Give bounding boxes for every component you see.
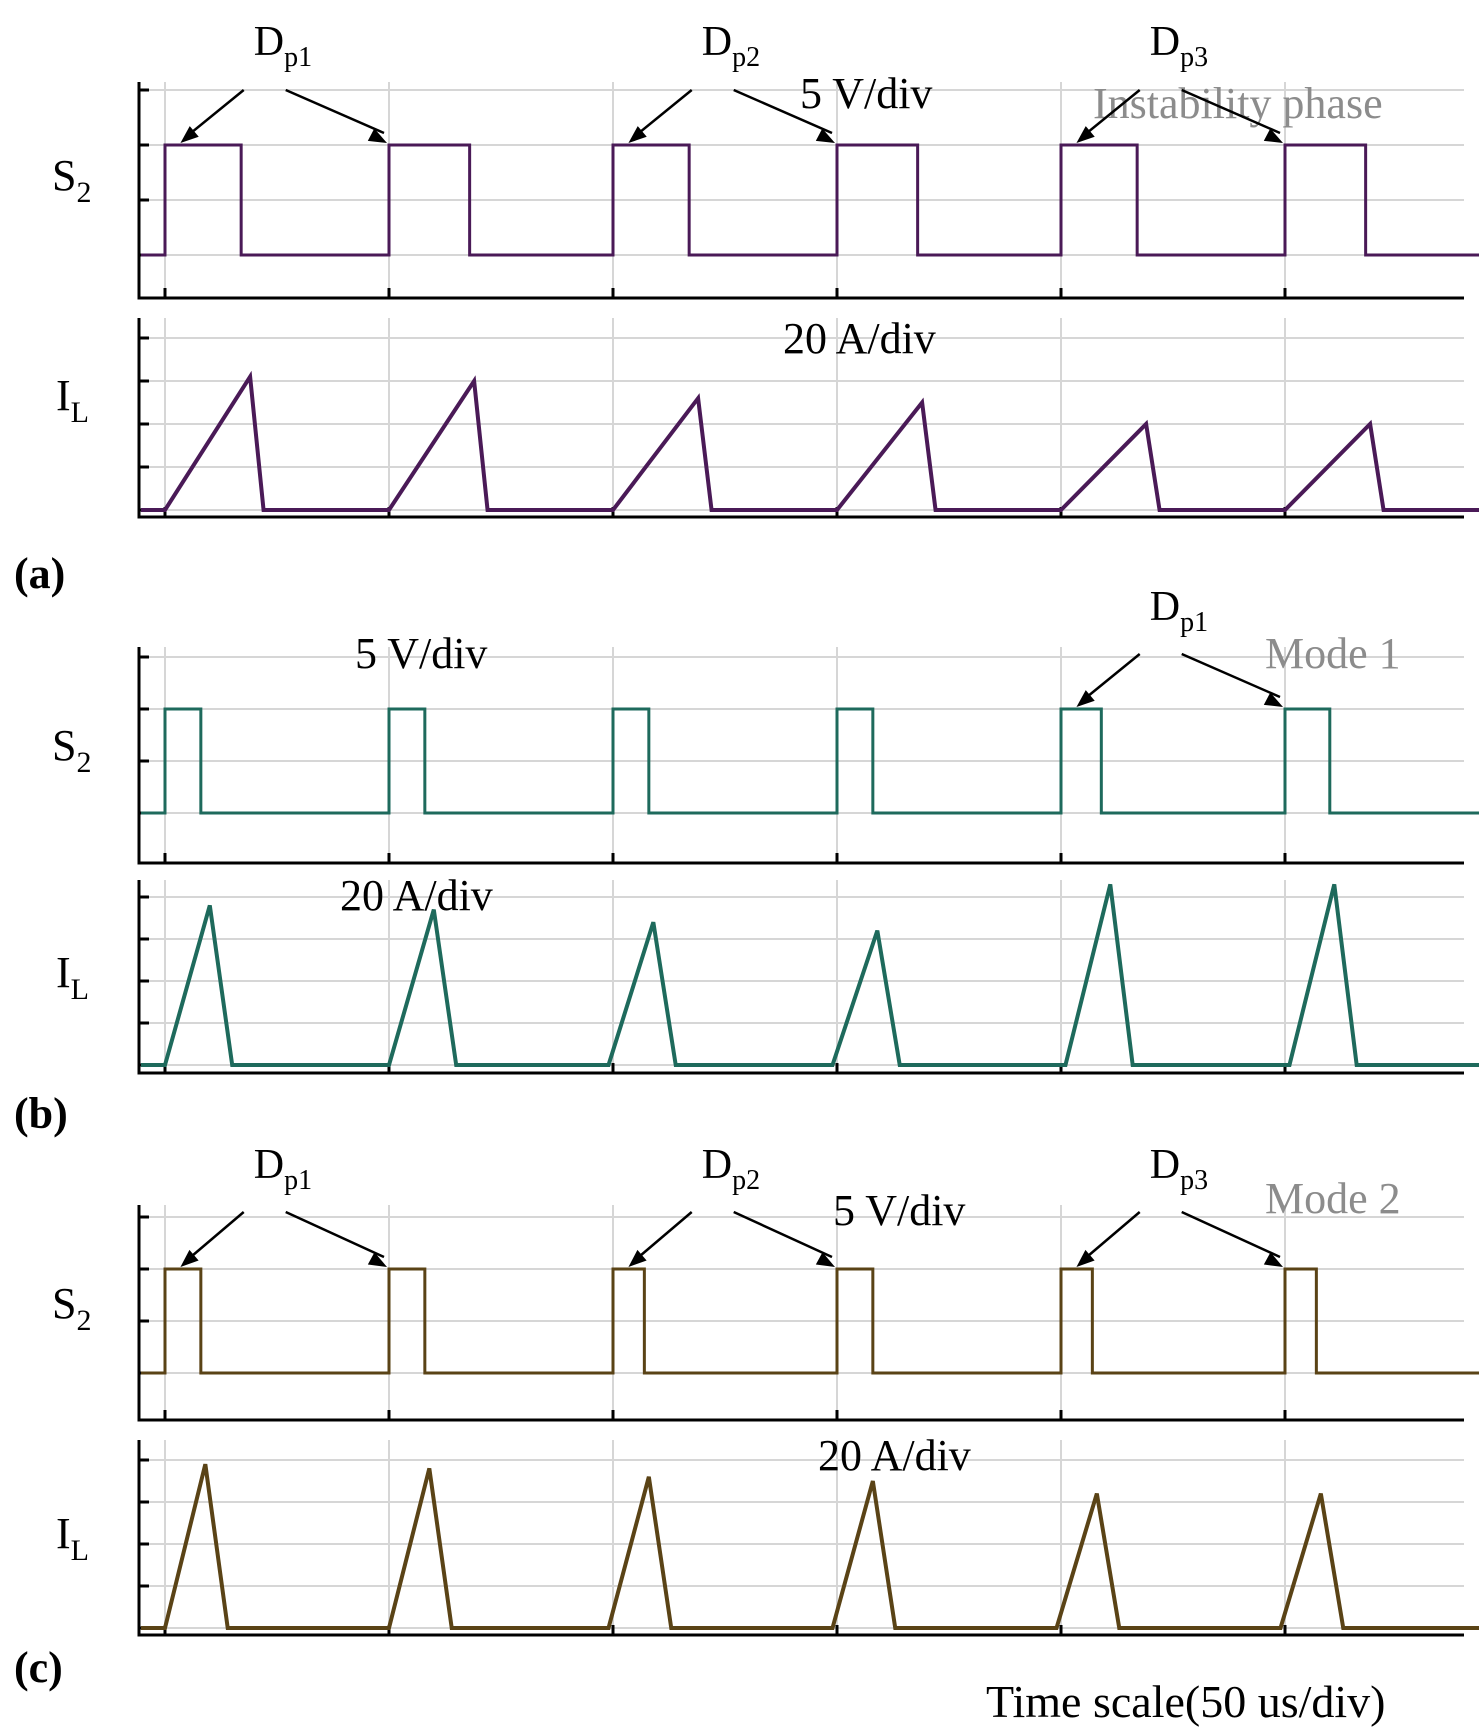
panel-c-letter: (c)	[14, 1643, 63, 1692]
panel-c-il-axis	[137, 1440, 1464, 1637]
panel-c-dp3-label: Dp3	[1150, 1142, 1208, 1196]
panel-b-s2-scale: 5 V/div	[355, 629, 487, 678]
panel-a-dp3-arrowhead-left	[1076, 126, 1095, 143]
panel-c-s2-plot: S2 5 V/div Mode 2	[52, 1174, 1479, 1422]
panel-a-annotations: Dp1 Dp2 Dp3	[180, 19, 1283, 143]
panel-b-s2-label: S2	[52, 721, 91, 779]
panel-b-il-plot: IL 20 A/div	[56, 871, 1479, 1075]
panel-c-il-trace	[141, 1463, 1479, 1630]
panel-a-il-plot: IL 20 A/div	[56, 314, 1479, 519]
panel-b-dp1-label: Dp1	[1150, 584, 1208, 638]
panel-a-s2-label: S2	[52, 151, 91, 209]
panel-c-dp2-arrowhead-left	[628, 1249, 647, 1267]
panel-b-il-label: IL	[56, 948, 89, 1006]
panel-a-s2-axis	[137, 82, 1464, 300]
panel-c-il-grid	[141, 1440, 1464, 1635]
panel-c-dp3-arrowhead-right	[1263, 1252, 1283, 1267]
panel-a-dp3-arrow-left	[1083, 89, 1141, 136]
panel-c-mode-label: Mode 2	[1265, 1174, 1401, 1223]
panel-a-il-axis	[137, 318, 1464, 519]
panel-c-il-label: IL	[56, 1509, 89, 1567]
panel-c-dp2-label: Dp2	[702, 1142, 760, 1196]
panel-c-s2-trace	[141, 1267, 1479, 1375]
panel-a-dp1-arrow-right	[285, 88, 385, 135]
panel-b-dp1-arrowhead-left	[1076, 690, 1095, 707]
panel-a-dp1-arrow-left	[187, 89, 245, 136]
panel-a-dp3-arrow-right	[1181, 88, 1281, 135]
panel-a-dp2-arrow-right	[733, 88, 833, 135]
panel-c-dp1-arrow-left	[187, 1211, 245, 1260]
panel-b-s2-trace	[141, 707, 1479, 815]
panel-b-il-axis	[137, 880, 1464, 1075]
panel-c-annotations: Dp1 Dp2 Dp3	[180, 1142, 1283, 1267]
panel-a-mode-label: Instability phase	[1093, 79, 1383, 128]
panel-b-s2-axis	[137, 647, 1464, 865]
panel-b-il-scale: 20 A/div	[340, 871, 493, 920]
panel-c-s2-label: S2	[52, 1279, 91, 1337]
panel-b-dp1-arrowhead-right	[1263, 692, 1283, 707]
panel-c-il-scale: 20 A/div	[818, 1431, 971, 1480]
panel-a-letter: (a)	[14, 549, 65, 598]
panel-a-il-trace	[141, 370, 1479, 512]
panel-c-dp1-arrow-right	[285, 1210, 385, 1259]
panel-a-il-label: IL	[56, 371, 89, 429]
panel-c-dp3-arrowhead-left	[1076, 1249, 1095, 1267]
panel-a-dp1-arrowhead-left	[180, 126, 199, 143]
panel-a-dp2-arrow-left	[635, 89, 693, 136]
panel-a-s2-plot: S2 5 V/div Instability phase	[52, 69, 1479, 300]
panel-b-il-trace	[141, 883, 1479, 1067]
panel-a-dp1-arrowhead-right	[367, 128, 387, 143]
panel-c-dp1-arrowhead-left	[180, 1249, 199, 1267]
panel-a-dp3-label: Dp3	[1150, 19, 1208, 73]
panel-a: S2 5 V/div Instability phase IL 20 A/div…	[14, 19, 1479, 598]
panel-c-dp1-arrowhead-right	[367, 1252, 387, 1267]
panel-a-s2-trace	[141, 143, 1479, 257]
panel-a-il-ticks	[139, 336, 1287, 517]
panel-c-il-plot: IL 20 A/div	[56, 1431, 1479, 1637]
panel-b-dp1-arrow-left	[1083, 653, 1141, 700]
panel-b: S2 5 V/div Mode 1 IL 20 A/div Dp1Dp2Dp3 …	[14, 584, 1479, 1138]
panel-c-dp2-arrowhead-right	[815, 1252, 835, 1267]
panel-b-il-ticks	[139, 895, 1287, 1073]
panel-b-dp1-arrow-right	[1181, 652, 1281, 699]
panel-c-dp3-arrow-left	[1083, 1211, 1141, 1260]
panel-b-s2-grid	[141, 647, 1464, 863]
panel-b-mode-label: Mode 1	[1265, 629, 1401, 678]
panel-a-dp1-label: Dp1	[254, 19, 312, 73]
panel-c-s2-grid	[141, 1205, 1464, 1420]
panel-c-dp2-arrow-right	[733, 1210, 833, 1259]
panel-a-dp2-arrowhead-right	[815, 128, 835, 143]
panel-b-s2-plot: S2 5 V/div Mode 1	[52, 629, 1479, 865]
panel-a-dp2-arrowhead-left	[628, 126, 647, 143]
panel-a-s2-scale: 5 V/div	[800, 69, 932, 118]
panel-c-s2-axis	[137, 1205, 1464, 1422]
panel-b-letter: (b)	[14, 1089, 68, 1138]
panel-c: S2 5 V/div Mode 2 IL 20 A/div Dp1 Dp2 Dp3 …	[14, 1142, 1479, 1692]
time-scale-label: Time scale(50 us/div)	[986, 1676, 1386, 1727]
panel-c-dp2-arrow-left	[635, 1211, 693, 1260]
panel-c-dp3-arrow-right	[1181, 1210, 1281, 1259]
panel-a-il-scale: 20 A/div	[783, 314, 936, 363]
panel-c-dp1-label: Dp1	[254, 1142, 312, 1196]
panel-c-il-ticks	[139, 1458, 1287, 1635]
panel-c-s2-scale: 5 V/div	[833, 1186, 965, 1235]
panel-a-dp2-label: Dp2	[702, 19, 760, 73]
panel-a-s2-ticks	[139, 88, 1287, 298]
panel-a-dp3-arrowhead-right	[1263, 128, 1283, 143]
